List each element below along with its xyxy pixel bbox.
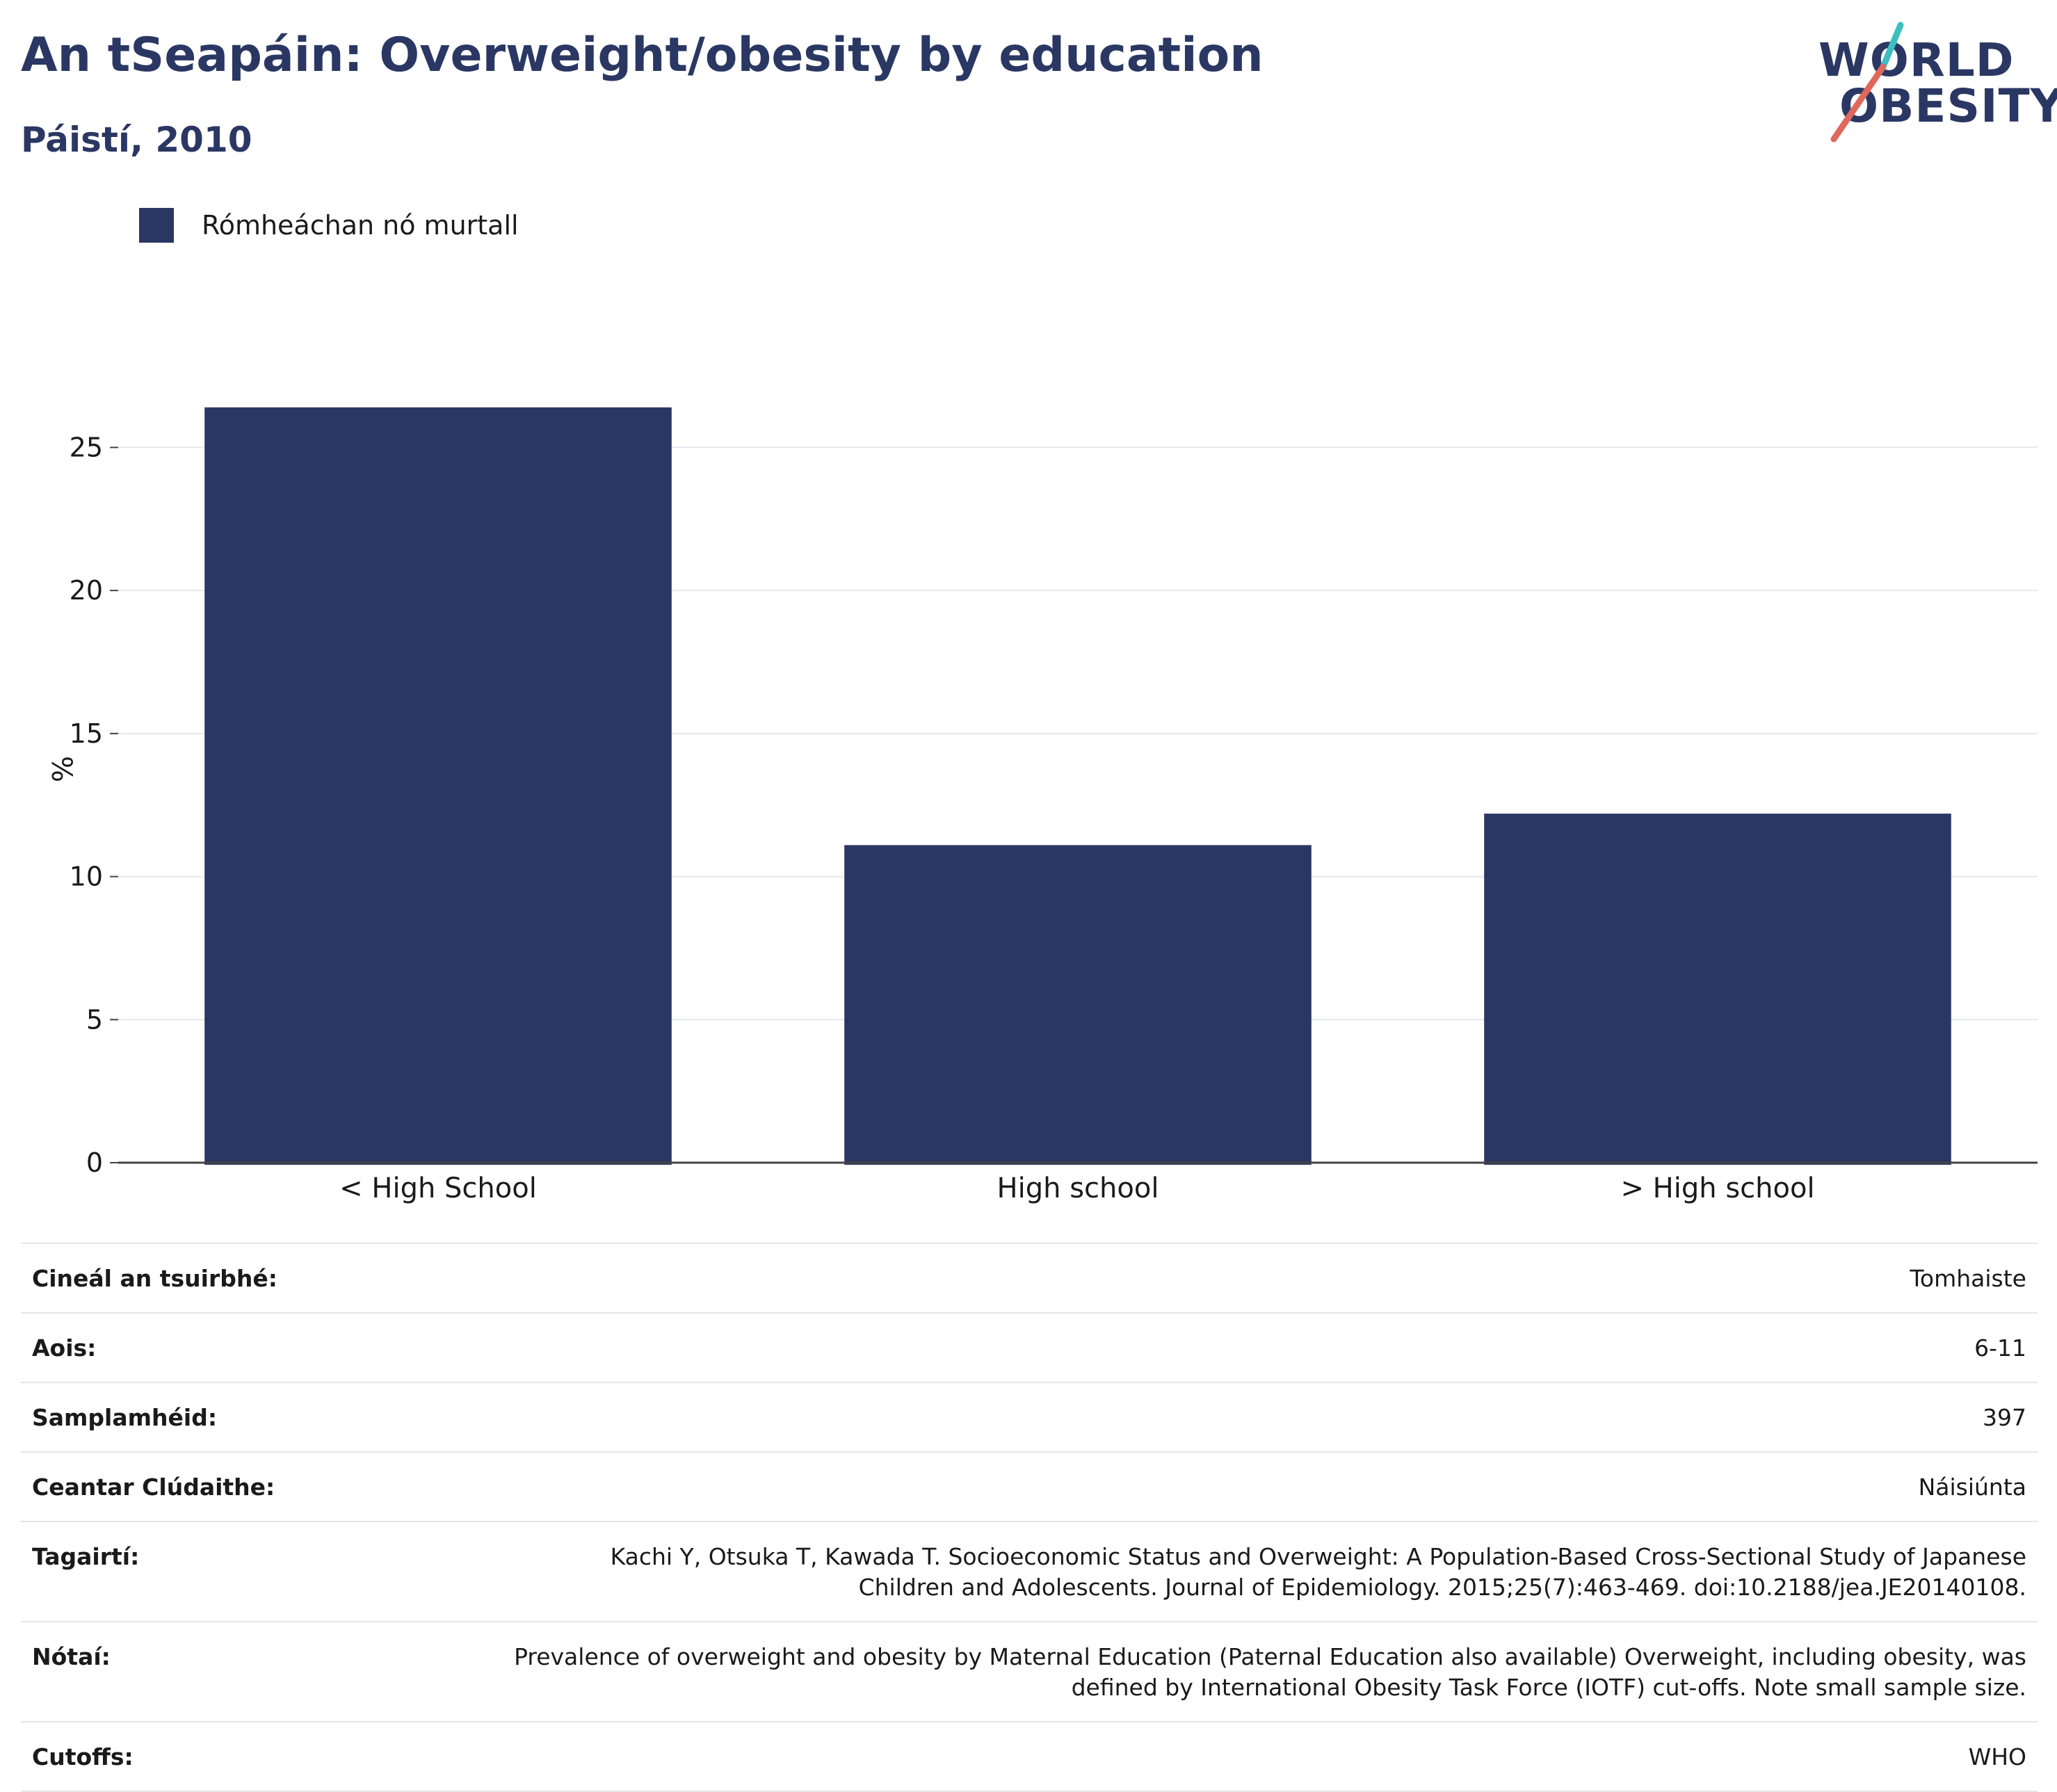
metadata-key: Tagairtí:: [32, 1543, 140, 1570]
world-obesity-logo: WORLD OBESITY: [1818, 19, 2057, 145]
logo-word-obesity: OBESITY: [1839, 79, 2057, 133]
y-tick-label: 15: [70, 718, 103, 749]
metadata-key: Cineál an tsuirbhé:: [32, 1265, 277, 1292]
metadata-row: Ceantar Clúdaithe: Náisiúnta: [21, 1451, 2038, 1521]
y-tick-label: 10: [70, 862, 103, 892]
y-axis-label: %: [45, 756, 77, 782]
metadata-value: WHO: [1968, 1743, 2026, 1770]
metadata-row: Aois: 6-11: [21, 1312, 2038, 1382]
metadata-value: Prevalence of overweight and obesity by …: [514, 1643, 2026, 1701]
metadata-row: Cineál an tsuirbhé: Tomhaiste: [21, 1243, 2038, 1312]
metadata-value: 6-11: [1974, 1334, 2026, 1362]
y-tick-label: 20: [70, 575, 103, 606]
bar: [844, 845, 1312, 1165]
x-tick-label: High school: [997, 1172, 1159, 1204]
chart-title: An tSeapáin: Overweight/obesity by educa…: [21, 28, 1264, 83]
legend-label: Rómheáchan nó murtall: [202, 210, 519, 241]
metadata-table: Cineál an tsuirbhé: Tomhaiste Aois: 6-11 Sam…: [21, 1243, 2038, 1792]
metadata-value: Tomhaiste: [1910, 1265, 2026, 1292]
logo-slash-icon: [1830, 22, 1904, 143]
metadata-key: Ceantar Clúdaithe:: [32, 1474, 275, 1501]
metadata-row: Tagairtí: Kachi Y, Otsuka T, Kawada T. So…: [21, 1521, 2038, 1621]
logo-word-world: WORLD: [1818, 33, 2015, 87]
y-tick-label: 0: [86, 1147, 103, 1178]
metadata-value: Náisiúnta: [1918, 1474, 2026, 1501]
metadata-key: Aois:: [32, 1334, 97, 1362]
metadata-value: Kachi Y, Otsuka T, Kawada T. Socioeconom…: [610, 1543, 2026, 1601]
legend-swatch: [139, 208, 174, 243]
bar-chart: 0 5 10 15 20 25% < High School High school > Hig…: [45, 407, 2038, 1204]
y-tick-label: 5: [86, 1004, 103, 1035]
metadata-value: 397: [1983, 1404, 2026, 1431]
y-tick-label: 25: [70, 432, 103, 462]
bar: [1484, 814, 1951, 1165]
metadata-key: Cutoffs:: [32, 1743, 134, 1770]
chart-legend: Rómheáchan nó murtall: [139, 207, 519, 243]
chart-subtitle: Páistí, 2010: [21, 120, 252, 160]
metadata-row: Samplamhéid: 397: [21, 1382, 2038, 1451]
metadata-row: Cutoffs: WHO: [21, 1721, 2038, 1792]
x-tick-label: < High School: [339, 1172, 537, 1204]
metadata-key: Samplamhéid:: [32, 1404, 218, 1431]
metadata-key: Nótaí:: [32, 1643, 111, 1670]
bar: [204, 407, 672, 1165]
metadata-row: Nótaí: Prevalence of overweight and obesi…: [21, 1621, 2038, 1721]
x-tick-label: > High school: [1620, 1172, 1814, 1204]
